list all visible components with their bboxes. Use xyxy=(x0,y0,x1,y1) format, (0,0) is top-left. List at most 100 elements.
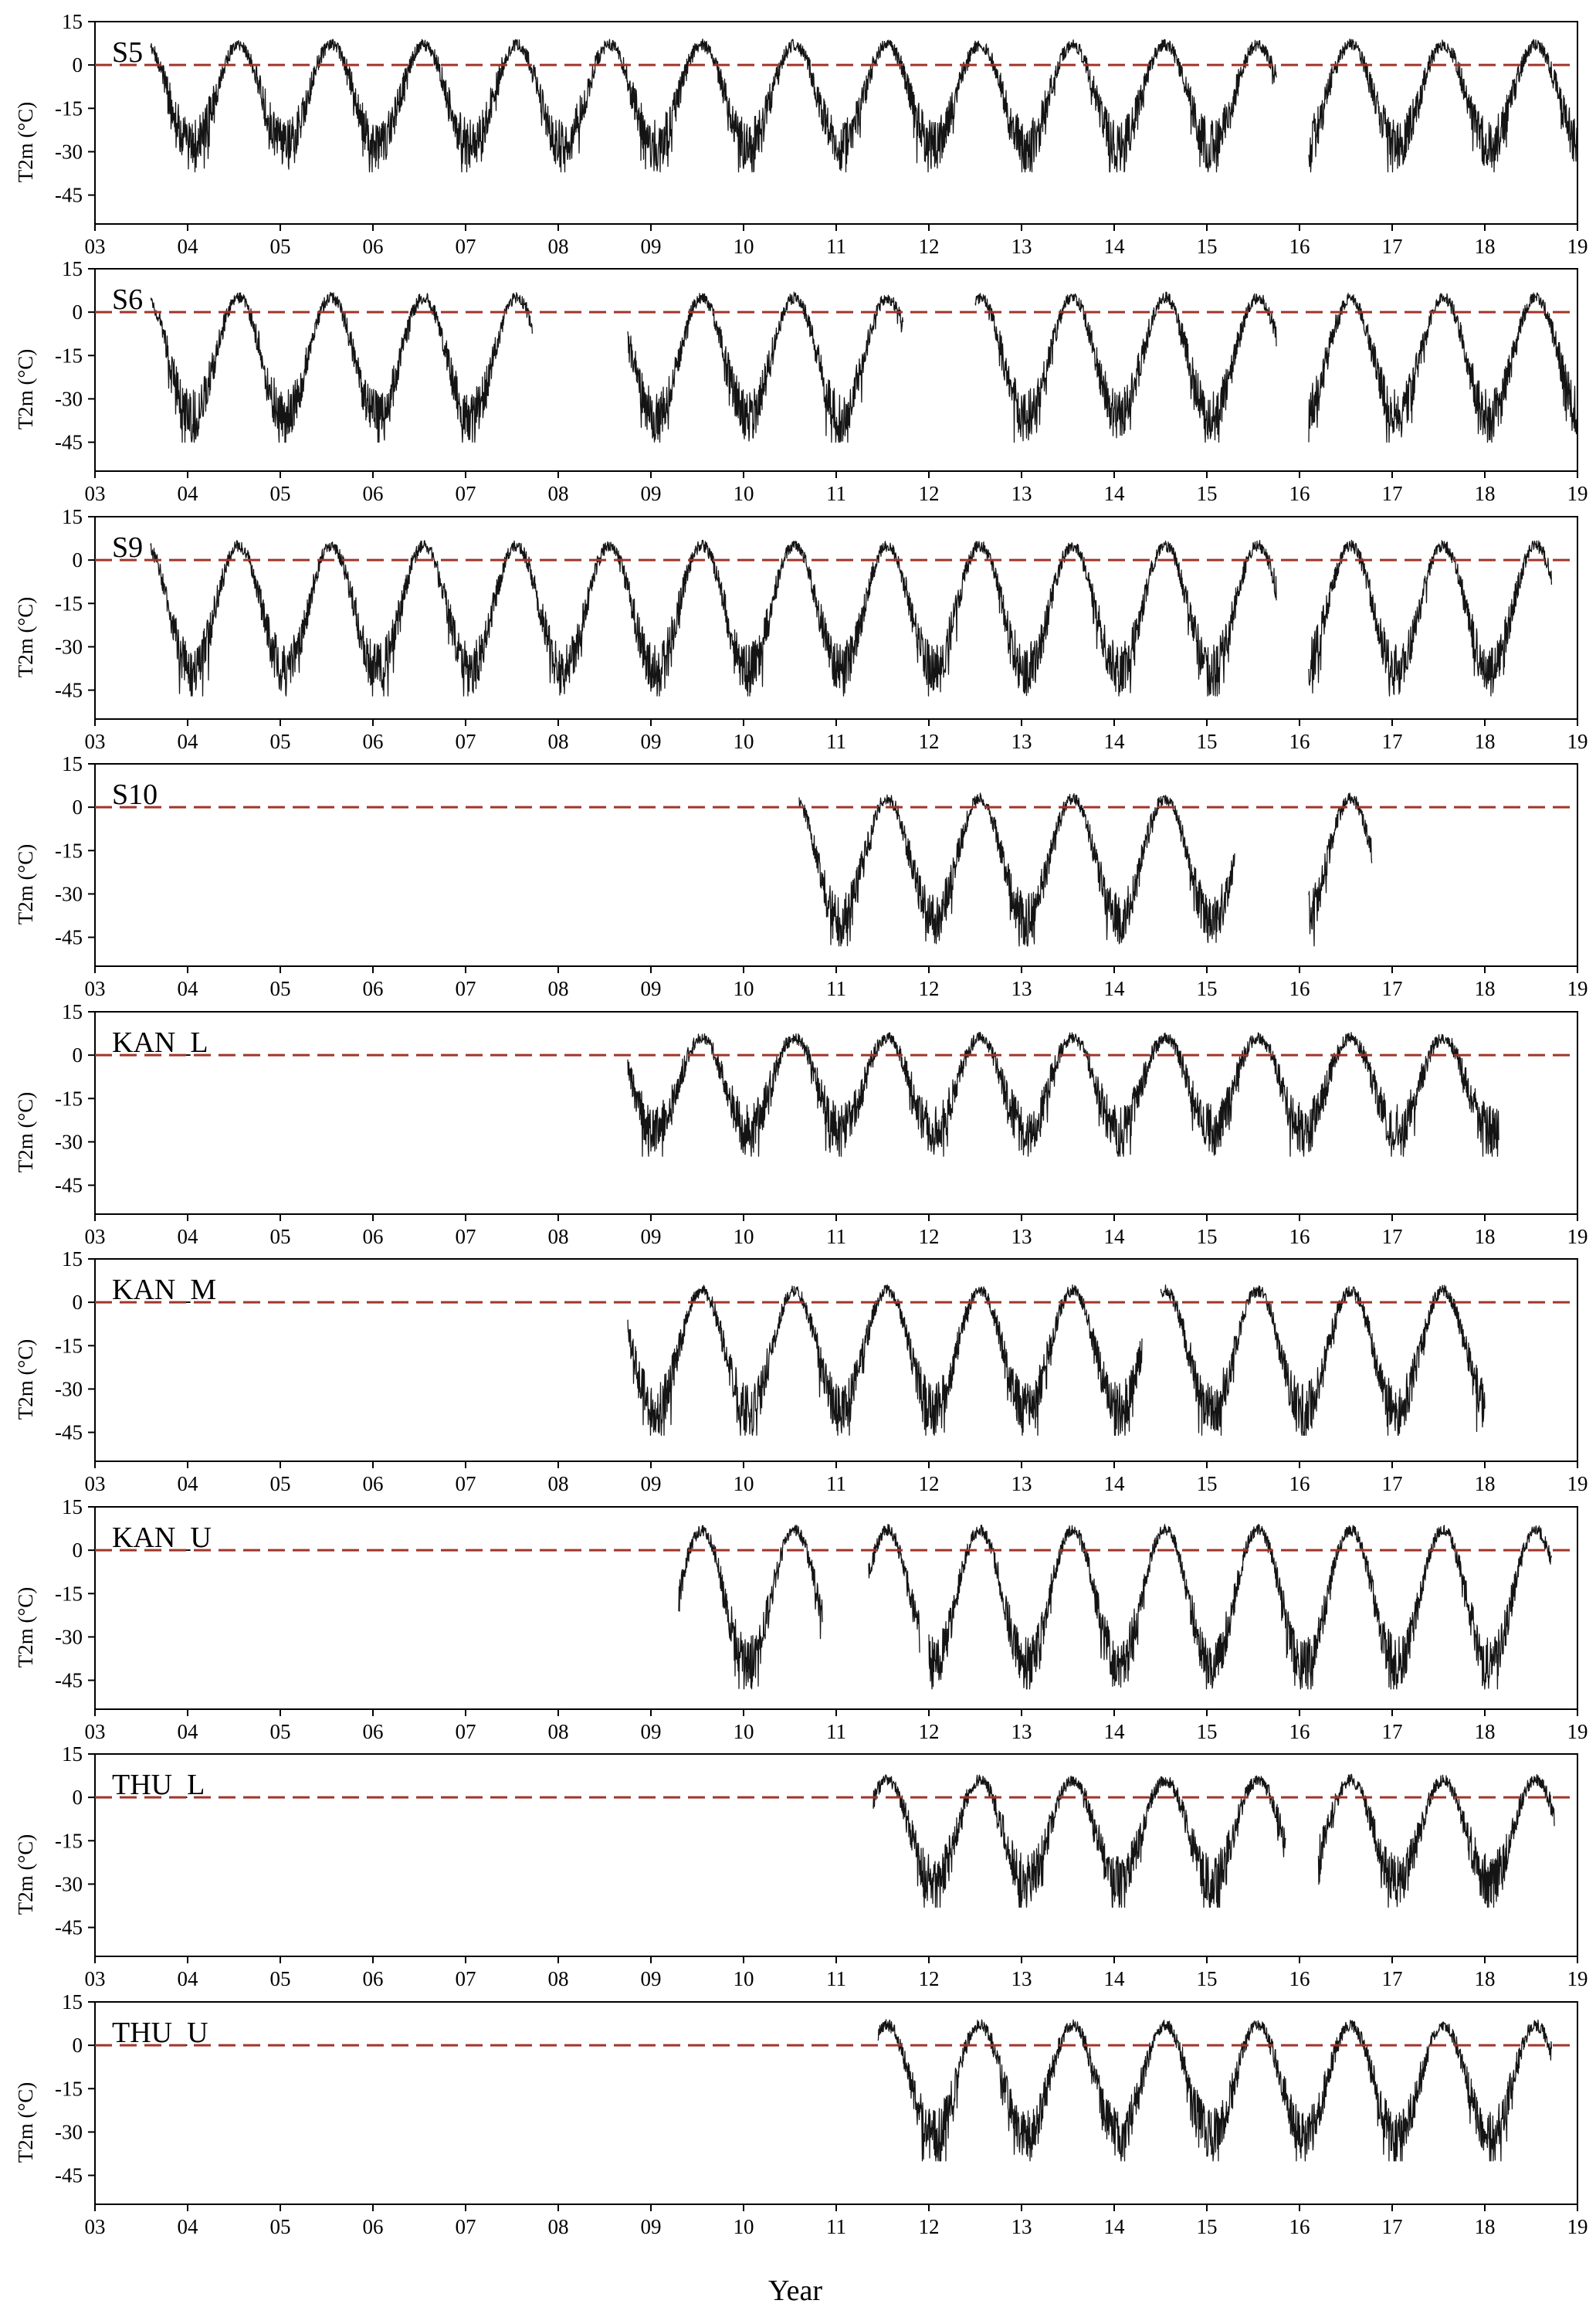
y-axis-label: T2m (°C) xyxy=(14,1339,37,1420)
x-tick-label: 08 xyxy=(548,730,569,753)
y-axis-label: T2m (°C) xyxy=(14,1092,37,1173)
x-tick-label: 03 xyxy=(85,730,106,753)
station-label: S6 xyxy=(112,283,143,316)
y-tick-label: -45 xyxy=(55,1669,83,1692)
y-tick-label: -15 xyxy=(55,97,83,120)
x-tick-label: 15 xyxy=(1197,977,1218,1000)
x-tick-label: 08 xyxy=(548,1225,569,1248)
y-tick-label: -45 xyxy=(55,2164,83,2187)
x-tick-label: 14 xyxy=(1104,1225,1126,1248)
x-tick-label: 06 xyxy=(363,1225,384,1248)
x-tick-label: 09 xyxy=(641,1472,662,1495)
temperature-series xyxy=(1308,792,1373,947)
x-tick-label: 17 xyxy=(1382,482,1403,505)
y-tick-label: 15 xyxy=(62,1990,83,2014)
x-tick-label: 07 xyxy=(456,730,476,753)
station-label: KAN_M xyxy=(112,1274,216,1306)
x-tick-label: 18 xyxy=(1475,1720,1496,1743)
x-tick-label: 07 xyxy=(456,977,476,1000)
panel-kan-u: 15 0 -15 -30 -45 03 04 05 06 07 08 09 10 11 12 13 14 15 16… xyxy=(14,1495,1588,1743)
x-tick-label: 14 xyxy=(1104,1472,1126,1495)
y-tick-label: 15 xyxy=(62,1742,83,1766)
x-tick-label: 10 xyxy=(734,482,754,505)
x-tick-label: 07 xyxy=(456,235,476,258)
x-tick-label: 05 xyxy=(270,2215,291,2238)
y-tick-label: 0 xyxy=(73,1539,83,1562)
x-tick-label: 05 xyxy=(270,730,291,753)
x-tick-label: 12 xyxy=(919,730,940,753)
x-tick-label: 03 xyxy=(85,1472,106,1495)
x-tick-label: 06 xyxy=(363,1720,384,1743)
x-tick-label: 09 xyxy=(641,1225,662,1248)
x-tick-label: 05 xyxy=(270,1472,291,1495)
station-label: THU_U xyxy=(112,2017,208,2049)
y-axis-label: T2m (°C) xyxy=(14,1587,37,1668)
y-tick-label: -30 xyxy=(55,1625,83,1648)
x-tick-label: 05 xyxy=(270,1720,291,1743)
x-tick-label: 15 xyxy=(1197,1720,1218,1743)
x-tick-label: 16 xyxy=(1289,1472,1310,1495)
x-tick-label: 19 xyxy=(1567,1472,1588,1495)
x-tick-label: 09 xyxy=(641,977,662,1000)
x-tick-label: 19 xyxy=(1567,1967,1588,1990)
panel-frame xyxy=(94,1506,1578,1710)
x-tick-label: 13 xyxy=(1011,482,1032,505)
x-tick-label: 19 xyxy=(1567,2215,1588,2238)
panel-thu-l: 15 0 -15 -30 -45 03 04 05 06 07 08 09 10 11 12 13 14 15 16… xyxy=(14,1742,1588,1990)
x-tick-label: 16 xyxy=(1289,1967,1310,1990)
x-tick-label: 10 xyxy=(734,730,754,753)
temperature-series xyxy=(1308,38,1578,173)
panel-kan-l: 15 0 -15 -30 -45 03 04 05 06 07 08 09 10 11 12 13 14 15 16… xyxy=(14,1000,1588,1248)
x-tick-label: 15 xyxy=(1197,482,1218,505)
panels: 15 0 -15 -30 -45 03 04 05 06 07 08 09 10 11 12 13 14 15 16… xyxy=(14,10,1588,2238)
panel-kan-m: 15 0 -15 -30 -45 03 04 05 06 07 08 09 10 11 12 13 14 15 16… xyxy=(14,1247,1588,1495)
x-tick-label: 10 xyxy=(734,977,754,1000)
x-tick-label: 10 xyxy=(734,235,754,258)
x-tick-label: 06 xyxy=(363,977,384,1000)
x-tick-label: 14 xyxy=(1104,730,1126,753)
x-tick-label: 16 xyxy=(1289,1225,1310,1248)
y-tick-label: 0 xyxy=(73,548,83,572)
x-tick-label: 14 xyxy=(1104,1720,1126,1743)
x-tick-label: 07 xyxy=(456,2215,476,2238)
x-tick-label: 04 xyxy=(178,1225,199,1248)
panel-s6: 15 0 -15 -30 -45 03 04 05 06 07 08 09 10 11 12 13 14 15 16… xyxy=(14,257,1588,505)
x-tick-label: 14 xyxy=(1104,2215,1126,2238)
temperature-series xyxy=(868,1523,920,1653)
station-label: KAN_U xyxy=(112,1522,212,1554)
x-tick-label: 10 xyxy=(734,1472,754,1495)
x-tick-label: 19 xyxy=(1567,482,1588,505)
x-tick-label: 11 xyxy=(826,482,846,505)
y-tick-label: 15 xyxy=(62,1247,83,1271)
panel-s10: 15 0 -15 -30 -45 03 04 05 06 07 08 09 10 11 12 13 14 15 16… xyxy=(14,752,1588,1000)
y-tick-label: 0 xyxy=(73,1786,83,1809)
temperature-series xyxy=(1308,539,1553,697)
x-tick-label: 03 xyxy=(85,1225,106,1248)
x-tick-label: 06 xyxy=(363,2215,384,2238)
x-tick-label: 11 xyxy=(826,1720,846,1743)
x-tick-label: 17 xyxy=(1382,1720,1403,1743)
x-tick-label: 15 xyxy=(1197,235,1218,258)
x-tick-label: 07 xyxy=(456,1720,476,1743)
y-axis-label: T2m (°C) xyxy=(14,1834,37,1915)
temperature-series xyxy=(627,1031,1499,1157)
x-tick-label: 04 xyxy=(178,1472,199,1495)
x-tick-label: 09 xyxy=(641,2215,662,2238)
y-tick-label: -15 xyxy=(55,1829,83,1852)
x-tick-label: 08 xyxy=(548,1720,569,1743)
x-tick-label: 15 xyxy=(1197,1472,1218,1495)
y-tick-label: -30 xyxy=(55,140,83,163)
x-axis-label: Year xyxy=(768,2275,822,2307)
x-tick-label: 17 xyxy=(1382,1472,1403,1495)
y-tick-label: -45 xyxy=(55,431,83,454)
x-tick-label: 03 xyxy=(85,1720,106,1743)
temperature-series xyxy=(873,1774,1286,1908)
x-tick-label: 12 xyxy=(919,235,940,258)
y-tick-label: -30 xyxy=(55,1872,83,1895)
y-tick-label: -30 xyxy=(55,635,83,658)
y-tick-label: 0 xyxy=(73,53,83,76)
x-tick-label: 04 xyxy=(178,1720,199,1743)
x-tick-label: 04 xyxy=(178,977,199,1000)
x-tick-label: 10 xyxy=(734,2215,754,2238)
y-axis-label: T2m (°C) xyxy=(14,2082,37,2163)
